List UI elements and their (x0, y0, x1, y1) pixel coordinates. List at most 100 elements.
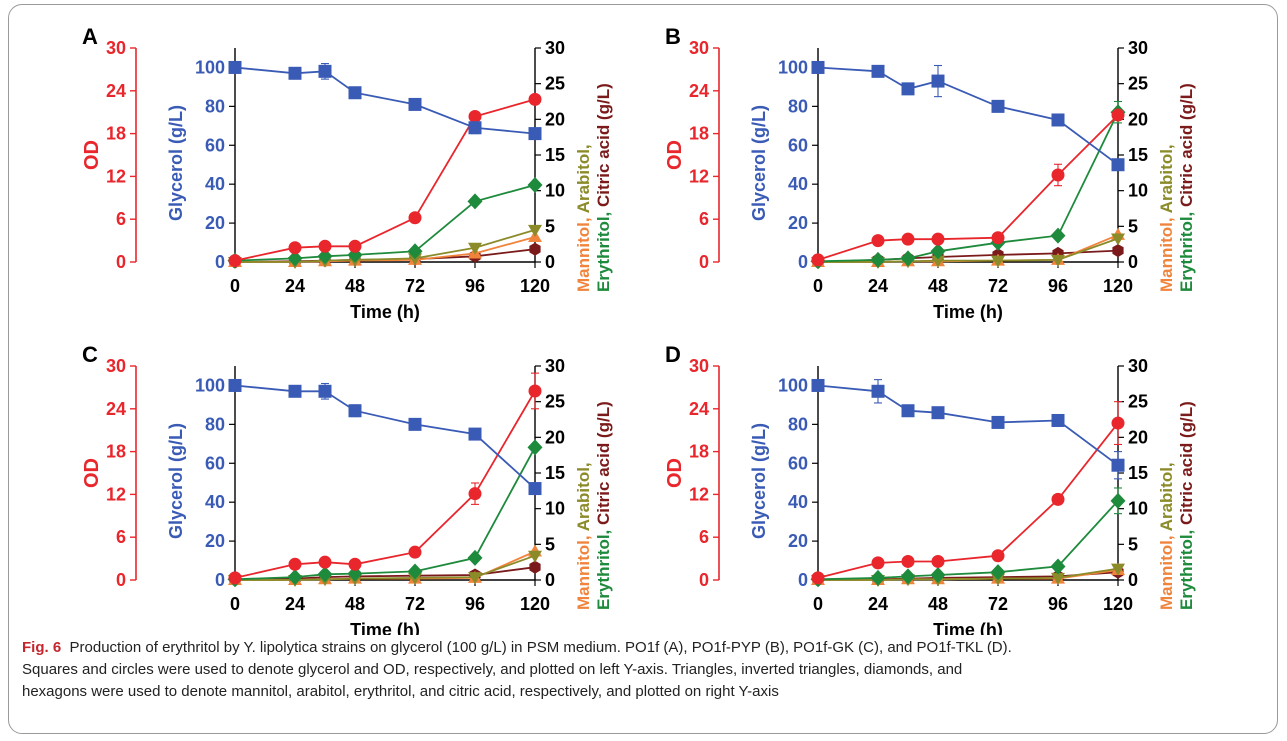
data-point (528, 550, 542, 563)
glycerol-axis-label: Glycerol (g/L) (749, 105, 769, 221)
series-glycerol (228, 378, 542, 496)
series-citric-acid (229, 242, 541, 269)
od-tick-label: 30 (106, 38, 126, 58)
x-axis-label: Time (h) (350, 620, 420, 635)
caption-line-1: Fig. 6 Production of erythritol by Y. li… (22, 637, 1262, 659)
series-line (817, 66, 1119, 166)
right-axis-label-citric: Citric acid (g/L) (594, 401, 613, 525)
series-erythritol (810, 487, 1126, 588)
right-tick-label: 10 (545, 499, 565, 519)
series-glycerol (811, 378, 1125, 480)
right-tick-label: 0 (1128, 570, 1138, 590)
data-point (408, 211, 422, 225)
od-tick-label: 24 (106, 399, 126, 419)
data-point (1051, 168, 1065, 182)
data-point (408, 253, 422, 266)
right-tick-label: 0 (545, 570, 555, 590)
od-tick-label: 30 (689, 38, 709, 58)
od-tick-label: 0 (116, 252, 126, 272)
right-tick-label: 5 (1128, 534, 1138, 554)
data-point (871, 64, 885, 78)
series-glycerol (811, 60, 1125, 172)
data-point (228, 571, 242, 585)
data-point (871, 556, 885, 570)
x-tick-label: 24 (868, 594, 888, 614)
data-point (1111, 563, 1125, 576)
od-tick-label: 24 (106, 81, 126, 101)
right-axis-label-erythritol: Erythritol, (594, 207, 613, 292)
data-point (900, 568, 916, 585)
right-tick-label: 30 (1128, 38, 1148, 58)
data-point (468, 121, 482, 135)
x-tick-label: 0 (813, 276, 823, 296)
right-axis-label-arabitol: Arabitol, (574, 144, 593, 213)
data-point (901, 554, 915, 568)
data-point (468, 109, 482, 123)
x-axis-label: Time (h) (350, 302, 420, 322)
glycerol-tick-label: 0 (798, 252, 808, 272)
od-tick-label: 18 (106, 442, 126, 462)
series-glycerol (228, 60, 542, 141)
right-axis-label-line2: Erythritol, Citric acid (g/L) (1177, 401, 1196, 610)
glycerol-tick-label: 80 (788, 414, 808, 434)
x-tick-label: 72 (988, 276, 1008, 296)
right-axis-label-citric: Citric acid (g/L) (1177, 401, 1196, 525)
data-point (1111, 416, 1125, 430)
x-tick-label: 96 (1048, 594, 1068, 614)
data-point (348, 239, 362, 253)
right-tick-label: 0 (545, 252, 555, 272)
x-tick-label: 24 (868, 276, 888, 296)
glycerol-tick-label: 80 (788, 96, 808, 116)
od-tick-label: 12 (106, 484, 126, 504)
od-tick-label: 18 (106, 124, 126, 144)
data-point (1110, 492, 1126, 509)
data-point (527, 176, 543, 193)
data-point (408, 545, 422, 559)
glycerol-tick-label: 60 (205, 453, 225, 473)
right-axis-label-line1: Mannitol, Arabitol, (1157, 144, 1176, 292)
series-od (228, 372, 542, 585)
x-tick-label: 48 (928, 276, 948, 296)
right-axis-label-citric: Citric acid (g/L) (594, 83, 613, 207)
x-tick-label: 72 (988, 594, 1008, 614)
caption-line-1-text: Production of erythritol by Y. lipolytic… (69, 639, 1012, 656)
data-point (900, 250, 916, 267)
series-line (234, 98, 536, 262)
od-tick-label: 6 (699, 209, 709, 229)
data-point (931, 232, 945, 246)
right-axis-label-mannitol: Mannitol, (1157, 531, 1176, 610)
data-point (348, 404, 362, 418)
x-tick-label: 0 (230, 276, 240, 296)
data-point (228, 60, 242, 74)
data-point (1111, 108, 1125, 122)
data-point (318, 384, 332, 398)
data-point (1051, 113, 1065, 127)
glycerol-tick-label: 100 (778, 375, 808, 395)
right-axis-label-mannitol: Mannitol, (574, 531, 593, 610)
right-axis-label-citric: Citric acid (g/L) (1177, 83, 1196, 207)
series-erythritol (810, 100, 1126, 270)
data-point (930, 567, 946, 584)
data-point (408, 417, 422, 431)
x-tick-label: 72 (405, 276, 425, 296)
data-point (1111, 233, 1125, 246)
glycerol-tick-label: 40 (205, 492, 225, 512)
data-point (991, 99, 1005, 113)
right-tick-label: 25 (545, 392, 565, 412)
right-tick-label: 10 (1128, 499, 1148, 519)
caption-fig-label: Fig. 6 (22, 639, 62, 656)
data-point (931, 554, 945, 568)
x-tick-label: 96 (465, 276, 485, 296)
data-point (527, 439, 543, 456)
x-axis-label: Time (h) (933, 302, 1003, 322)
data-point (870, 251, 886, 268)
glycerol-tick-label: 0 (798, 570, 808, 590)
right-axis-label-erythritol: Erythritol, (594, 525, 613, 610)
glycerol-tick-label: 40 (205, 174, 225, 194)
od-tick-label: 0 (699, 570, 709, 590)
x-tick-label: 0 (230, 594, 240, 614)
glycerol-tick-label: 100 (195, 57, 225, 77)
series-od (811, 401, 1125, 585)
right-axis-label-line1: Mannitol, Arabitol, (574, 462, 593, 610)
right-axis-label-line2: Erythritol, Citric acid (g/L) (594, 83, 613, 292)
